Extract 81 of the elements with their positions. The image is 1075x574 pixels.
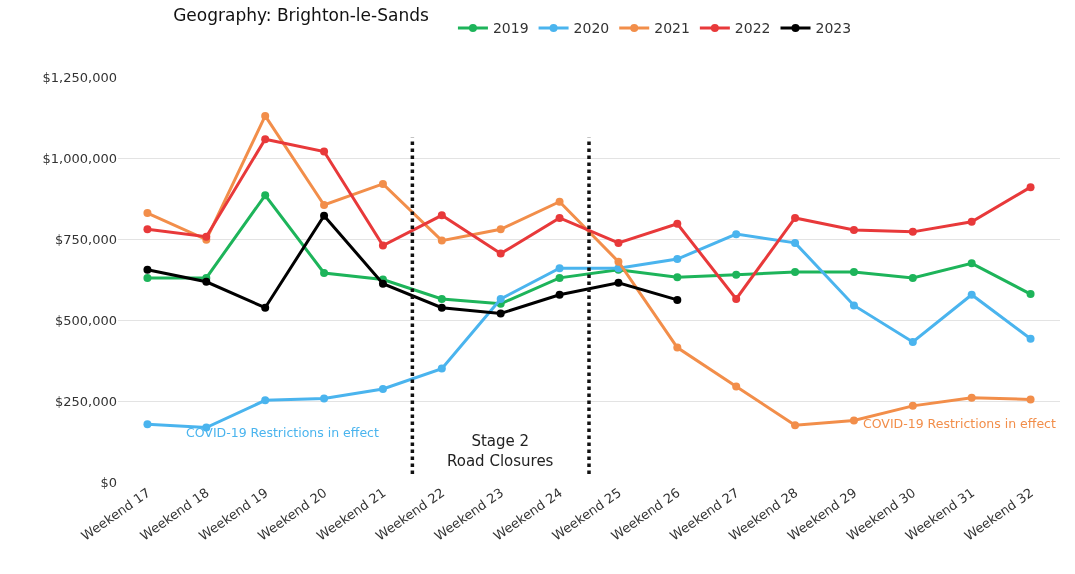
point <box>1026 290 1035 299</box>
point <box>378 279 387 288</box>
annotation: COVID-19 Restrictions in effect <box>186 425 379 440</box>
point <box>555 213 564 222</box>
point <box>320 394 329 403</box>
point <box>555 197 564 206</box>
legend-label: 2020 <box>573 20 610 37</box>
point <box>614 278 623 287</box>
y-tick-label: $0 <box>100 474 117 490</box>
point <box>202 277 211 286</box>
point <box>967 290 976 299</box>
point <box>791 421 800 430</box>
point <box>791 213 800 222</box>
y-tick-label: $1,250,000 <box>42 69 117 85</box>
point <box>732 294 741 303</box>
legend-label: 2021 <box>654 20 690 37</box>
point <box>143 265 152 274</box>
point <box>791 238 800 247</box>
point <box>261 135 270 144</box>
point <box>320 147 329 156</box>
point <box>908 338 917 347</box>
point <box>143 209 152 218</box>
point <box>378 179 387 188</box>
point <box>437 294 446 303</box>
point <box>496 225 505 234</box>
point <box>732 382 741 391</box>
legend-label: 2023 <box>815 20 852 37</box>
point <box>673 295 682 304</box>
point <box>496 249 505 258</box>
point <box>849 416 858 425</box>
point <box>555 290 564 299</box>
point <box>732 270 741 279</box>
point <box>143 225 152 234</box>
point <box>555 264 564 273</box>
point <box>614 257 623 266</box>
point <box>555 273 564 282</box>
point <box>437 211 446 220</box>
y-tick-label: $1,000,000 <box>42 150 117 166</box>
point <box>967 393 976 402</box>
point <box>791 268 800 277</box>
point <box>849 268 858 277</box>
point <box>849 225 858 234</box>
point <box>378 241 387 250</box>
point <box>1026 183 1035 192</box>
point <box>378 385 387 394</box>
point <box>320 200 329 209</box>
point <box>261 396 270 405</box>
point <box>1026 334 1035 343</box>
point <box>437 303 446 312</box>
y-tick-label: $250,000 <box>54 393 117 409</box>
point <box>673 219 682 228</box>
point <box>143 273 152 282</box>
y-tick-label: $500,000 <box>54 312 117 328</box>
point <box>908 401 917 410</box>
point <box>496 294 505 303</box>
point <box>320 269 329 278</box>
point <box>673 255 682 264</box>
point <box>908 273 917 282</box>
point <box>673 273 682 282</box>
point <box>320 211 329 220</box>
point <box>673 343 682 352</box>
point <box>967 259 976 268</box>
point <box>261 303 270 312</box>
point <box>732 230 741 239</box>
point <box>143 420 152 429</box>
annotation: Stage 2 Road Closures <box>447 432 554 470</box>
point <box>261 191 270 200</box>
annotation: COVID-19 Restrictions in effect <box>863 416 1056 431</box>
point <box>967 217 976 226</box>
point <box>496 309 505 318</box>
point <box>1026 395 1035 404</box>
point <box>437 236 446 245</box>
point <box>437 364 446 373</box>
point <box>614 238 623 247</box>
y-tick-label: $750,000 <box>54 231 117 247</box>
chart-title: Geography: Brighton-le-Sands <box>173 4 429 25</box>
point <box>908 227 917 236</box>
legend-label: 2022 <box>734 20 771 37</box>
legend-label: 2019 <box>492 20 529 37</box>
point <box>849 301 858 310</box>
point <box>261 111 270 120</box>
